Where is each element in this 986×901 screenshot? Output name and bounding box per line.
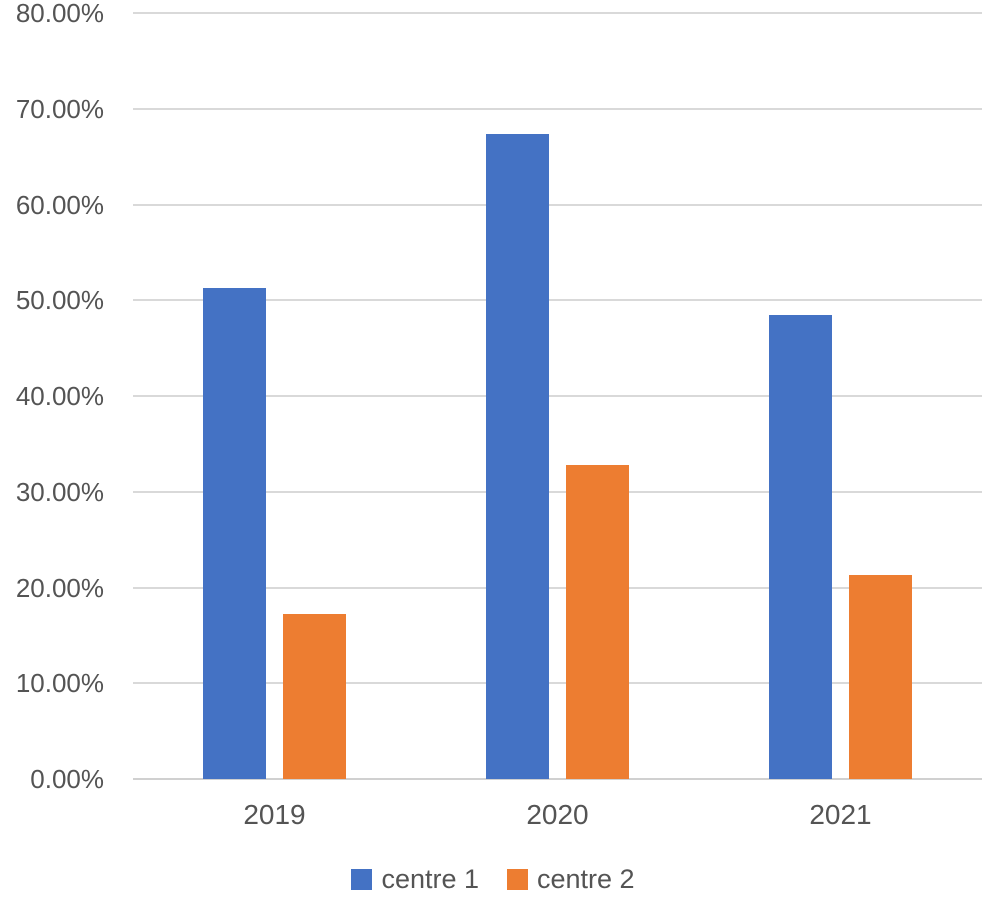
bar-groups	[133, 13, 982, 779]
gridline	[133, 682, 982, 685]
x-axis-label-2020: 2020	[526, 799, 589, 830]
bar-centre-1-2021	[769, 314, 832, 779]
y-axis-tick-label: 70.00%	[15, 93, 104, 124]
legend-label-centre-1: centre 1	[381, 864, 479, 894]
gridline	[133, 299, 982, 302]
x-axis-label-2019: 2019	[243, 799, 306, 830]
gridline	[133, 107, 982, 110]
legend-label-centre-2: centre 2	[537, 864, 635, 894]
y-axis-tick-label: 10.00%	[15, 668, 104, 699]
y-axis-tick-label: 40.00%	[15, 381, 104, 411]
y-axis: 0.00% 10.00% 20.00% 30.00% 40.00% 50.00% 60.00…	[0, 0, 104, 792]
bar-centre-2-2019	[283, 614, 346, 779]
gridline	[133, 12, 982, 14]
x-axis-baseline	[133, 778, 982, 780]
bar-group-2021	[699, 13, 982, 779]
legend-swatch-centre-2-icon	[507, 869, 528, 890]
y-axis-tick-label: 50.00%	[15, 285, 104, 316]
bar-group-2019	[133, 13, 416, 779]
legend: centre 1 centre 2	[0, 866, 986, 893]
bar-centre-2-2020	[566, 464, 629, 779]
y-axis-tick-label: 30.00%	[15, 476, 104, 507]
gridline	[133, 586, 982, 589]
legend-item-centre-1: centre 1	[351, 866, 479, 893]
x-axis: 2019 2020 2021	[133, 799, 982, 831]
bar-centre-2-2021	[849, 575, 912, 779]
bar-centre-1-2019	[203, 287, 266, 779]
gridline	[133, 203, 982, 206]
y-axis-tick-label: 20.00%	[15, 572, 104, 603]
y-axis-tick-label: 80.00%	[15, 0, 104, 28]
gridline	[133, 395, 982, 397]
plot-area	[133, 12, 982, 780]
legend-item-centre-2: centre 2	[507, 866, 635, 893]
gridline	[133, 490, 982, 493]
x-axis-label-2021: 2021	[809, 799, 872, 830]
bar-group-2020	[416, 13, 699, 779]
y-axis-tick-label: 0.00%	[30, 764, 104, 794]
y-axis-tick-label: 60.00%	[15, 189, 104, 220]
bar-centre-1-2020	[486, 133, 549, 779]
legend-swatch-centre-1-icon	[351, 869, 373, 890]
